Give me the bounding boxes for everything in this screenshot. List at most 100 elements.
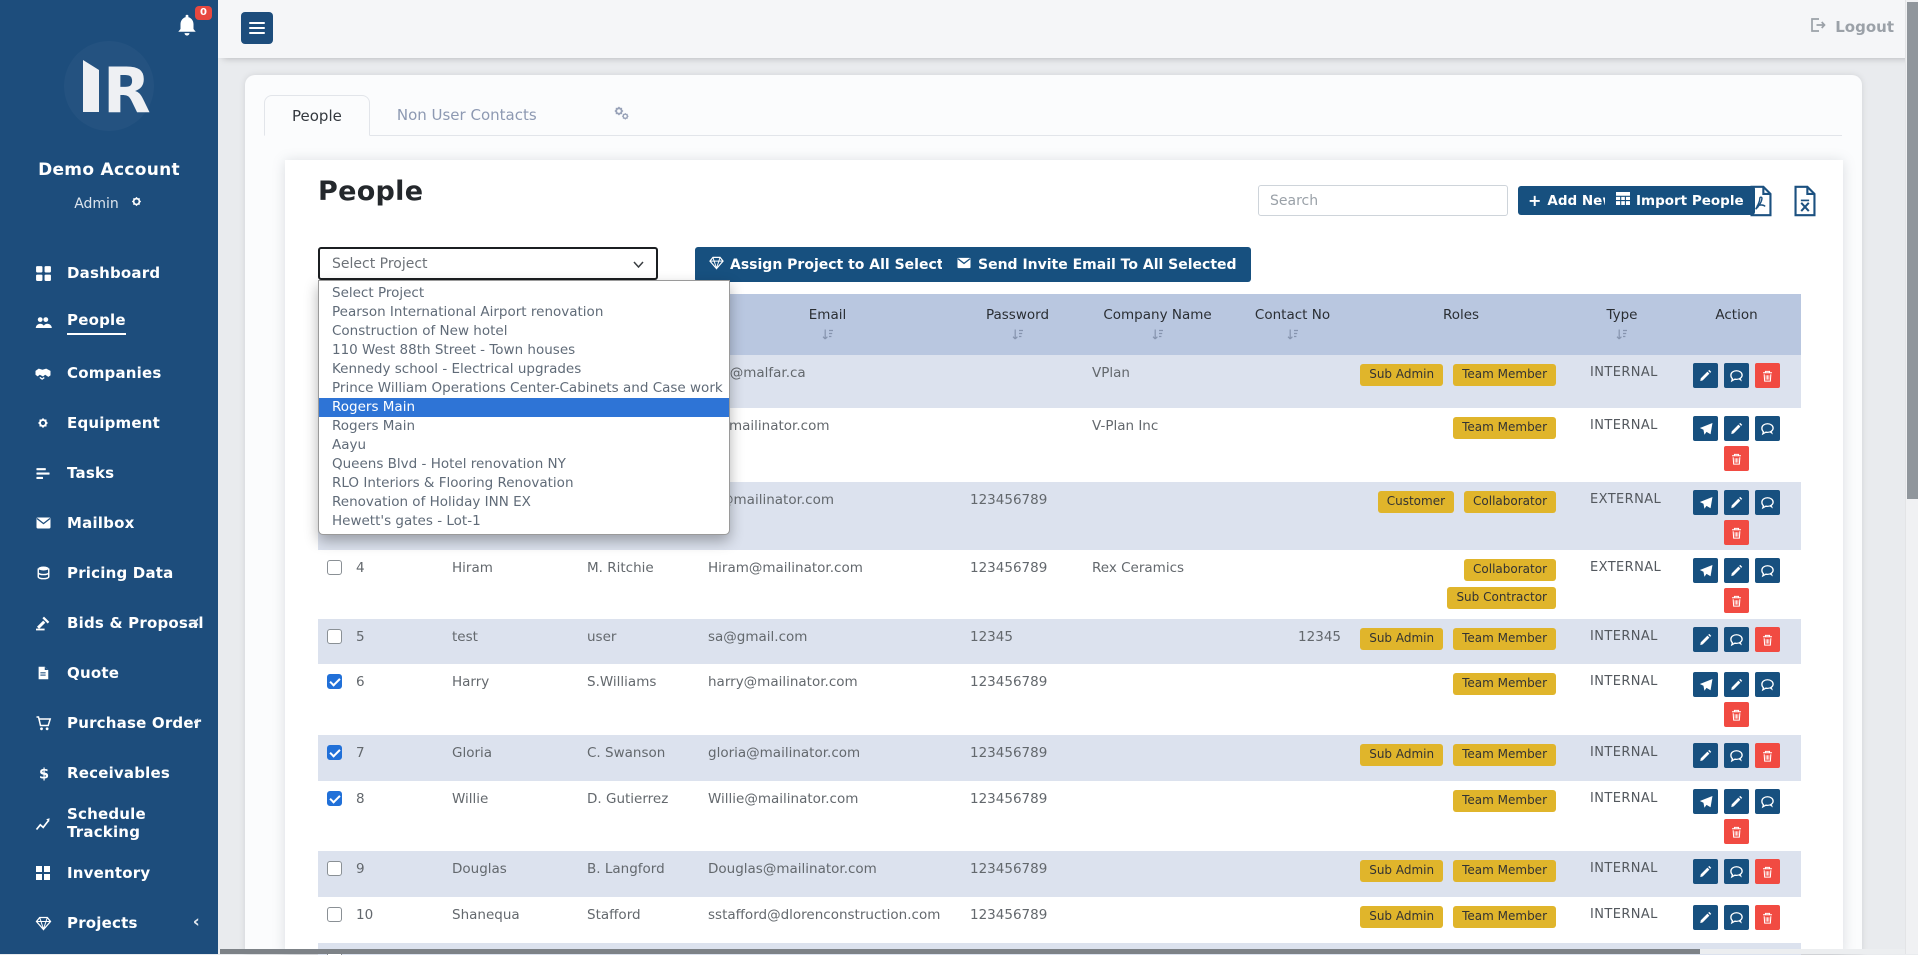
sort-icon[interactable] bbox=[822, 328, 834, 345]
delete-action-button[interactable] bbox=[1724, 520, 1749, 545]
sidebar-item-projects[interactable]: Projects‹ bbox=[0, 898, 218, 948]
sidebar-item-inventory[interactable]: Inventory bbox=[0, 848, 218, 898]
sidebar-item-mailbox[interactable]: Mailbox bbox=[0, 498, 218, 548]
chat-action-button[interactable] bbox=[1755, 558, 1780, 583]
send-action-button[interactable] bbox=[1693, 672, 1718, 697]
project-option[interactable]: Construction of New hotel bbox=[319, 322, 729, 341]
send-invite-button[interactable]: Send Invite Email To All Selected bbox=[942, 247, 1251, 282]
project-option[interactable]: 110 West 88th Street - Town houses bbox=[319, 341, 729, 360]
column-header-password[interactable]: Password bbox=[955, 294, 1080, 355]
chat-action-button[interactable] bbox=[1755, 789, 1780, 814]
send-action-button[interactable] bbox=[1693, 490, 1718, 515]
horizontal-scrollbar-thumb[interactable] bbox=[220, 949, 1700, 954]
row-checkbox[interactable] bbox=[327, 861, 342, 876]
edit-action-button[interactable] bbox=[1693, 743, 1718, 768]
project-option[interactable]: Pearson International Airport renovation bbox=[319, 303, 729, 322]
chat-action-button[interactable] bbox=[1755, 490, 1780, 515]
send-action-button[interactable] bbox=[1693, 416, 1718, 441]
export-excel-button[interactable] bbox=[1792, 185, 1818, 217]
row-checkbox[interactable] bbox=[327, 674, 342, 689]
edit-action-button[interactable] bbox=[1693, 905, 1718, 930]
delete-action-button[interactable] bbox=[1755, 743, 1780, 768]
logout-button[interactable]: Logout bbox=[1809, 17, 1894, 37]
edit-action-button[interactable] bbox=[1724, 490, 1749, 515]
column-header-contact-no[interactable]: Contact No bbox=[1235, 294, 1350, 355]
sidebar-item-schedule-tracking[interactable]: Schedule Tracking bbox=[0, 798, 218, 848]
edit-action-button[interactable] bbox=[1724, 672, 1749, 697]
project-option[interactable]: Queens Blvd - Hotel renovation NY bbox=[319, 455, 729, 474]
delete-action-button[interactable] bbox=[1724, 819, 1749, 844]
export-pdf-button[interactable] bbox=[1748, 185, 1774, 217]
role-badge: Team Member bbox=[1453, 364, 1556, 386]
project-select[interactable]: Select Project bbox=[318, 247, 658, 280]
edit-action-button[interactable] bbox=[1693, 363, 1718, 388]
delete-action-button[interactable] bbox=[1755, 627, 1780, 652]
sidebar-item-dashboard[interactable]: Dashboard bbox=[0, 248, 218, 298]
sidebar-item-pricing-data[interactable]: Pricing Data bbox=[0, 548, 218, 598]
sidebar-item-companies[interactable]: Companies bbox=[0, 348, 218, 398]
delete-action-button[interactable] bbox=[1724, 702, 1749, 727]
delete-action-button[interactable] bbox=[1724, 588, 1749, 613]
sidebar-item-bids-proposal[interactable]: Bids & Proposal‹ bbox=[0, 598, 218, 648]
chat-action-button[interactable] bbox=[1724, 905, 1749, 930]
sidebar-item-people[interactable]: People bbox=[0, 298, 218, 348]
column-header-email[interactable]: Email bbox=[700, 294, 955, 355]
sort-icon[interactable] bbox=[1012, 328, 1024, 345]
project-option[interactable]: Aayu bbox=[319, 436, 729, 455]
project-option[interactable]: Hewett's gates - Lot-1 bbox=[319, 512, 729, 531]
project-option[interactable]: Kennedy school - Electrical upgrades bbox=[319, 360, 729, 379]
project-option[interactable]: Rogers Main bbox=[319, 398, 729, 417]
vertical-scrollbar-thumb[interactable] bbox=[1907, 2, 1918, 499]
chat-action-button[interactable] bbox=[1724, 363, 1749, 388]
import-people-button[interactable]: Import People bbox=[1605, 186, 1755, 215]
project-option[interactable]: Prince William Operations Center-Cabinet… bbox=[319, 379, 729, 398]
sort-icon[interactable] bbox=[1616, 328, 1628, 345]
edit-action-button[interactable] bbox=[1693, 627, 1718, 652]
send-action-button[interactable] bbox=[1693, 558, 1718, 583]
sidebar-item-tasks[interactable]: Tasks bbox=[0, 448, 218, 498]
app-logo[interactable]: R bbox=[0, 40, 218, 136]
edit-action-button[interactable] bbox=[1724, 416, 1749, 441]
sort-icon[interactable] bbox=[1152, 328, 1164, 345]
search-input[interactable] bbox=[1258, 185, 1508, 216]
account-settings-gear-icon[interactable] bbox=[129, 194, 144, 213]
tab-non-user-contacts[interactable]: Non User Contacts bbox=[370, 95, 564, 135]
last-name-cell: D. Gutierrez bbox=[555, 781, 700, 851]
assign-project-label: Assign Project to All Selected bbox=[730, 257, 963, 273]
column-header-company-name[interactable]: Company Name bbox=[1080, 294, 1235, 355]
project-option[interactable]: Renovation of Holiday INN EX bbox=[319, 493, 729, 512]
column-header-type[interactable]: Type bbox=[1572, 294, 1672, 355]
row-checkbox[interactable] bbox=[327, 907, 342, 922]
chat-action-button[interactable] bbox=[1755, 672, 1780, 697]
sidebar-item-receivables[interactable]: $Receivables bbox=[0, 748, 218, 798]
tab-people[interactable]: People bbox=[264, 95, 370, 136]
role-badge: Team Member bbox=[1453, 744, 1556, 766]
project-option[interactable]: Rogers Main bbox=[319, 417, 729, 436]
row-checkbox[interactable] bbox=[327, 745, 342, 760]
delete-action-button[interactable] bbox=[1755, 363, 1780, 388]
menu-toggle-button[interactable] bbox=[241, 12, 273, 44]
row-checkbox[interactable] bbox=[327, 560, 342, 575]
action-cell bbox=[1672, 781, 1801, 851]
delete-action-button[interactable] bbox=[1755, 905, 1780, 930]
tab-settings[interactable] bbox=[586, 95, 658, 135]
edit-action-button[interactable] bbox=[1693, 859, 1718, 884]
chat-action-button[interactable] bbox=[1724, 627, 1749, 652]
sidebar-item-purchase-order[interactable]: Purchase Order‹ bbox=[0, 698, 218, 748]
chat-action-button[interactable] bbox=[1724, 743, 1749, 768]
row-checkbox[interactable] bbox=[327, 791, 342, 806]
chat-action-button[interactable] bbox=[1755, 416, 1780, 441]
delete-action-button[interactable] bbox=[1755, 859, 1780, 884]
project-option[interactable]: RLO Interiors & Flooring Renovation bbox=[319, 474, 729, 493]
edit-action-button[interactable] bbox=[1724, 558, 1749, 583]
project-option[interactable]: Select Project bbox=[319, 284, 729, 303]
chat-action-button[interactable] bbox=[1724, 859, 1749, 884]
edit-action-button[interactable] bbox=[1724, 789, 1749, 814]
sort-icon[interactable] bbox=[1287, 328, 1299, 345]
sidebar-item-equipment[interactable]: Equipment bbox=[0, 398, 218, 448]
delete-action-button[interactable] bbox=[1724, 446, 1749, 471]
send-action-button[interactable] bbox=[1693, 789, 1718, 814]
sidebar-item-quote[interactable]: Quote bbox=[0, 648, 218, 698]
assign-project-button[interactable]: Assign Project to All Selected bbox=[695, 247, 977, 282]
row-checkbox[interactable] bbox=[327, 629, 342, 644]
